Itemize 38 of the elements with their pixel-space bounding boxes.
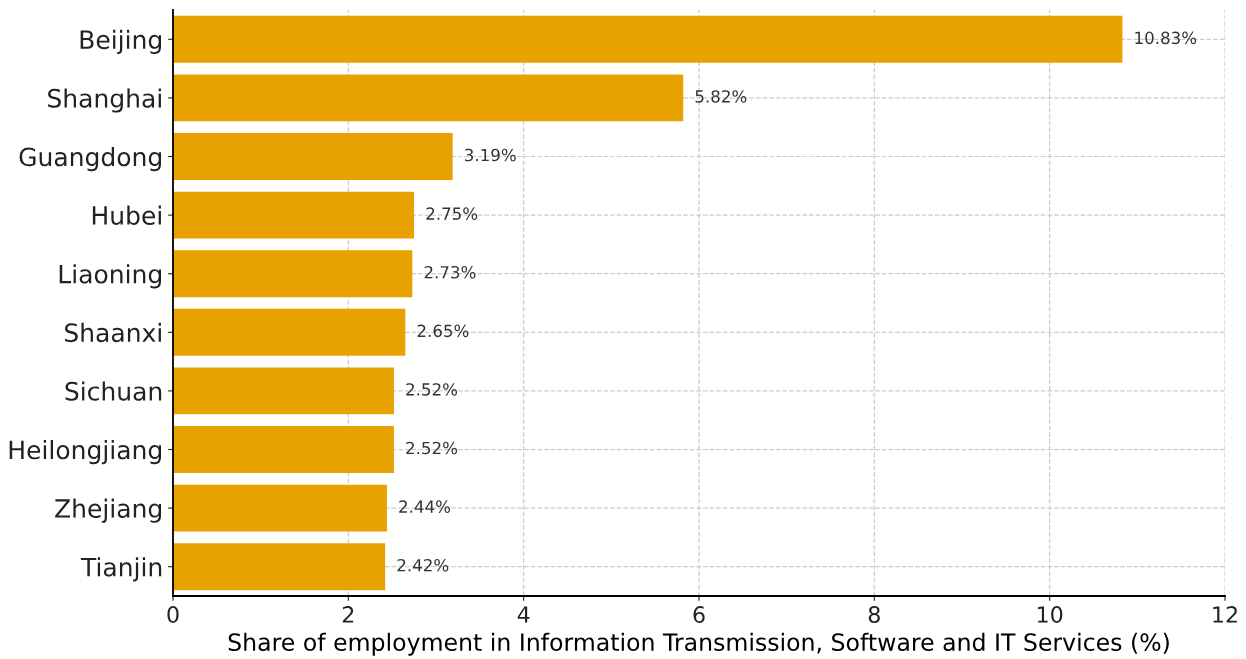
y-tick-label: Sichuan	[65, 381, 162, 401]
y-tick-label: Liaoning	[59, 264, 161, 289]
bar	[173, 308, 406, 356]
x-tick-label: 12	[1213, 606, 1237, 623]
bar	[173, 133, 453, 180]
bar	[173, 191, 415, 239]
x-axis-title: Share of employment in Information Transmission, Software and IT Services (%)	[228, 632, 1169, 656]
data-label: 2.52%	[406, 383, 458, 396]
y-tick-label: Shaanxi	[64, 322, 161, 343]
data-label: 2.52%	[406, 441, 458, 455]
data-label: 10.83%	[1135, 31, 1197, 45]
bar	[173, 15, 1123, 63]
x-tick-label: 2	[342, 606, 354, 623]
y-tick-label: Hubei	[92, 205, 161, 225]
x-tick-label: 6	[693, 606, 705, 623]
x-tick-label: 10	[1037, 606, 1063, 623]
y-tick-label: Heilongjiang	[9, 440, 161, 465]
bar	[173, 426, 394, 473]
data-label: 2.65%	[417, 324, 469, 338]
data-label: 3.19%	[465, 148, 516, 162]
x-tick-label: 8	[868, 606, 880, 623]
y-tick-label: Tianjin	[80, 557, 162, 582]
data-label: 2.75%	[426, 207, 478, 220]
y-tick-label: Shanghai	[48, 88, 161, 113]
data-label: 2.44%	[399, 500, 451, 513]
data-label: 5.82%	[695, 90, 747, 103]
x-tick-label: 0	[167, 606, 179, 623]
x-tick-label: 4	[517, 606, 530, 623]
y-tick-label: Zhejiang	[55, 498, 162, 523]
bar	[173, 543, 386, 591]
y-tick-label: Guangdong	[19, 147, 161, 172]
bar	[173, 367, 394, 415]
data-label: 2.42%	[397, 558, 449, 572]
bar	[173, 250, 413, 298]
data-label: 2.73%	[424, 265, 476, 279]
bar	[173, 484, 387, 532]
bar	[173, 74, 684, 122]
y-tick-label: Beijing	[80, 29, 161, 54]
